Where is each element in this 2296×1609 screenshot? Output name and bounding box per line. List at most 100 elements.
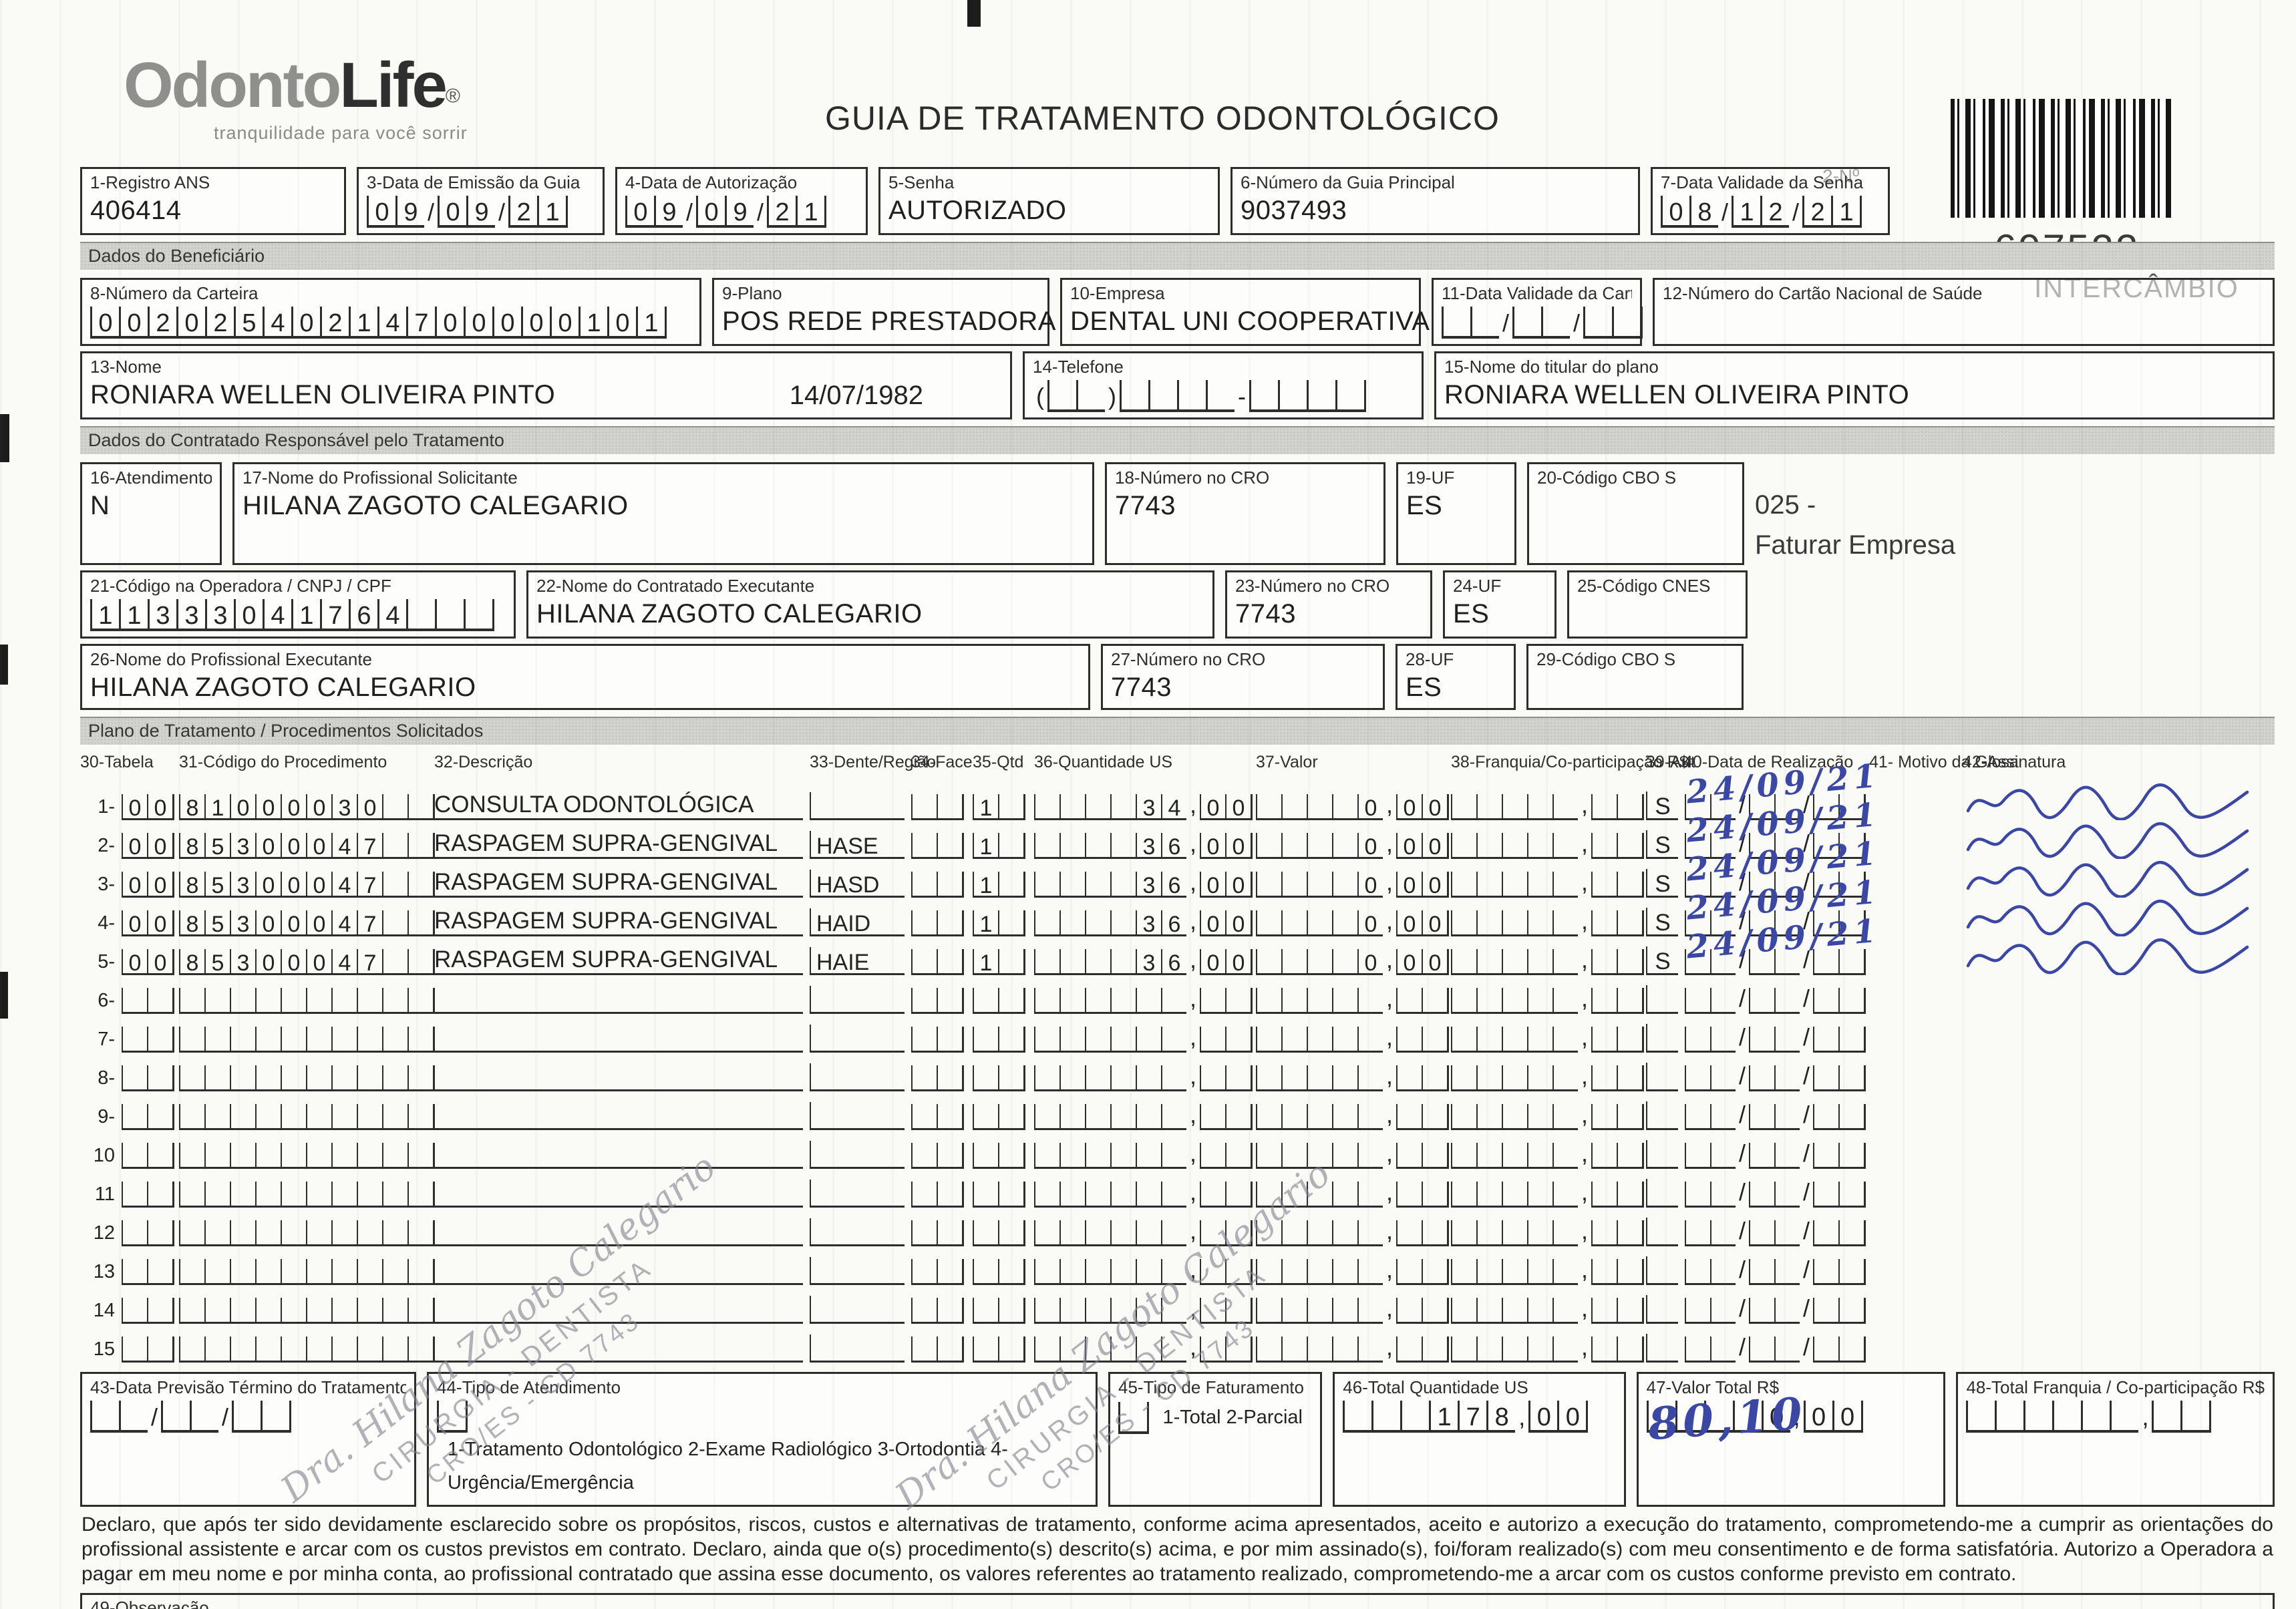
col-valor: ,	[1256, 1332, 1450, 1363]
col-qtd	[973, 1336, 1027, 1363]
cro-executante-value: 7743	[1235, 599, 1296, 629]
col-dente-regiao	[810, 1025, 905, 1053]
atendimento-rn-value: N	[90, 491, 110, 520]
col-face	[911, 872, 966, 898]
registro-ans-value: 406414	[90, 196, 182, 225]
solicitante-row: 16-Atendimento a RN N 17-Nome do Profiss…	[80, 462, 2275, 565]
col-quantidade-us: ,	[1034, 1099, 1253, 1130]
scan-artifact	[0, 414, 9, 462]
col-franquia: ,	[1451, 828, 1645, 859]
col-quantidade-us: ,	[1034, 1138, 1253, 1169]
col-aut	[1646, 1256, 1678, 1285]
col-quantidade-us: ,	[1034, 1254, 1253, 1285]
top-fields-row: 1-Registro ANS 406414 3-Data de Emissão …	[80, 167, 2275, 235]
col-descricao: RASPAGEM SUPRA-GENGIVAL	[434, 829, 803, 859]
col-face	[911, 910, 966, 936]
col-data-realizacao: / /	[1685, 1099, 1866, 1130]
col-face	[911, 988, 966, 1014]
col-data-realizacao: / /	[1685, 1061, 1866, 1091]
col-assinatura	[1964, 899, 2275, 936]
col-franquia: ,	[1451, 1061, 1645, 1091]
field-nome: 13-Nome RONIARA WELLEN OLIVEIRA PINTO 14…	[80, 351, 1012, 419]
col-dente-regiao	[810, 1218, 905, 1246]
data-autorizacao-boxes: 0 9/0 9/2 1	[625, 196, 827, 228]
uf-solicitante-value: ES	[1406, 491, 1443, 520]
col-descricao	[434, 1023, 803, 1053]
col-tabela	[122, 1298, 174, 1324]
col-descricao	[434, 1061, 803, 1091]
scan-artifact	[0, 972, 8, 1019]
col-codigo-procedimento	[179, 988, 435, 1014]
col-tabela	[122, 988, 174, 1014]
field-validade-carteira: 11-Data Validade da Carteira //	[1432, 278, 1643, 346]
col-descricao	[434, 1332, 803, 1363]
col-aut	[1646, 1063, 1678, 1091]
procedure-row: 11 , , , / /	[80, 1169, 2275, 1208]
col-descricao	[434, 1294, 803, 1324]
col-data-realizacao: / /	[1685, 1332, 1866, 1363]
procedure-row: 9- , , , / /	[80, 1091, 2275, 1130]
registered-mark: ®	[445, 85, 460, 108]
row-number: 11	[94, 1184, 115, 1205]
col-data-realizacao: //24/09/21	[1685, 873, 1882, 936]
col-franquia: ,	[1451, 867, 1645, 898]
col-quantidade-us: ,	[1034, 983, 1253, 1014]
col-quantidade-us: ,	[1034, 1216, 1253, 1246]
col-valor: ,	[1256, 1099, 1450, 1130]
col-dente-regiao	[810, 792, 905, 820]
contratado-executante-value: HILANA ZAGOTO CALEGARIO	[536, 599, 923, 629]
col-dente-regiao	[810, 1296, 905, 1324]
row-number: 13	[93, 1261, 115, 1282]
col-qtd	[973, 1259, 1027, 1285]
col-data-realizacao: / /	[1685, 983, 1866, 1014]
col-face	[911, 1259, 966, 1285]
procedure-row: 8- , , , / /	[80, 1053, 2275, 1091]
col-data-realizacao: / /	[1685, 1216, 1866, 1246]
col-dente-regiao: HAID	[810, 908, 905, 936]
tipo-atendimento-options: 1-Tratamento Odontológico 2-Exame Radiol…	[448, 1439, 1008, 1493]
procedure-row: 14 , , , / /	[80, 1285, 2275, 1324]
row-number: 15	[93, 1338, 115, 1360]
col-codigo-procedimento	[179, 1298, 435, 1324]
field-plano: 9-Plano POS REDE PRESTADORA	[712, 278, 1055, 346]
col-assinatura	[1964, 860, 2275, 898]
col-dente-regiao	[810, 1257, 905, 1285]
col-assinatura	[1964, 1131, 2275, 1169]
field-cro-prof-executante: 27-Número no CRO 7743	[1101, 644, 1385, 710]
col-franquia: ,	[1451, 1216, 1645, 1246]
procedure-row: 15 , , , / /	[80, 1324, 2275, 1363]
col-assinatura	[1964, 1093, 2275, 1130]
col-dente-regiao: HAIE	[810, 947, 905, 975]
col-data-realizacao: / /	[1685, 1177, 1866, 1208]
col-assinatura	[1964, 1015, 2275, 1053]
data-emissao-boxes: 0 9/0 9/2 1	[367, 196, 568, 228]
col-qtd	[973, 1182, 1027, 1208]
col-tabela	[122, 1182, 174, 1208]
col-valor: ,	[1256, 1177, 1450, 1208]
logo-text-odonto: Odonto	[124, 49, 341, 121]
plano-value: POS REDE PRESTADORA	[722, 307, 1056, 336]
col-data-realizacao: //24/09/21	[1685, 912, 1882, 975]
numero-guia-value: 9037493	[1241, 196, 1347, 225]
col-franquia: ,	[1451, 1177, 1645, 1208]
col-qtd	[973, 1027, 1027, 1053]
col-dente-regiao	[810, 1334, 905, 1363]
col-assinatura	[1964, 783, 2275, 820]
data-nascimento: 14/07/1982	[789, 381, 923, 410]
col-dente-regiao	[810, 1063, 905, 1091]
col-valor: ,	[1256, 1254, 1450, 1285]
totals-row: 43-Data Previsão Término do Tratamento /…	[80, 1372, 2275, 1507]
uf-prof-executante-value: ES	[1406, 673, 1442, 702]
previsao-termino-boxes: / /	[90, 1401, 292, 1433]
